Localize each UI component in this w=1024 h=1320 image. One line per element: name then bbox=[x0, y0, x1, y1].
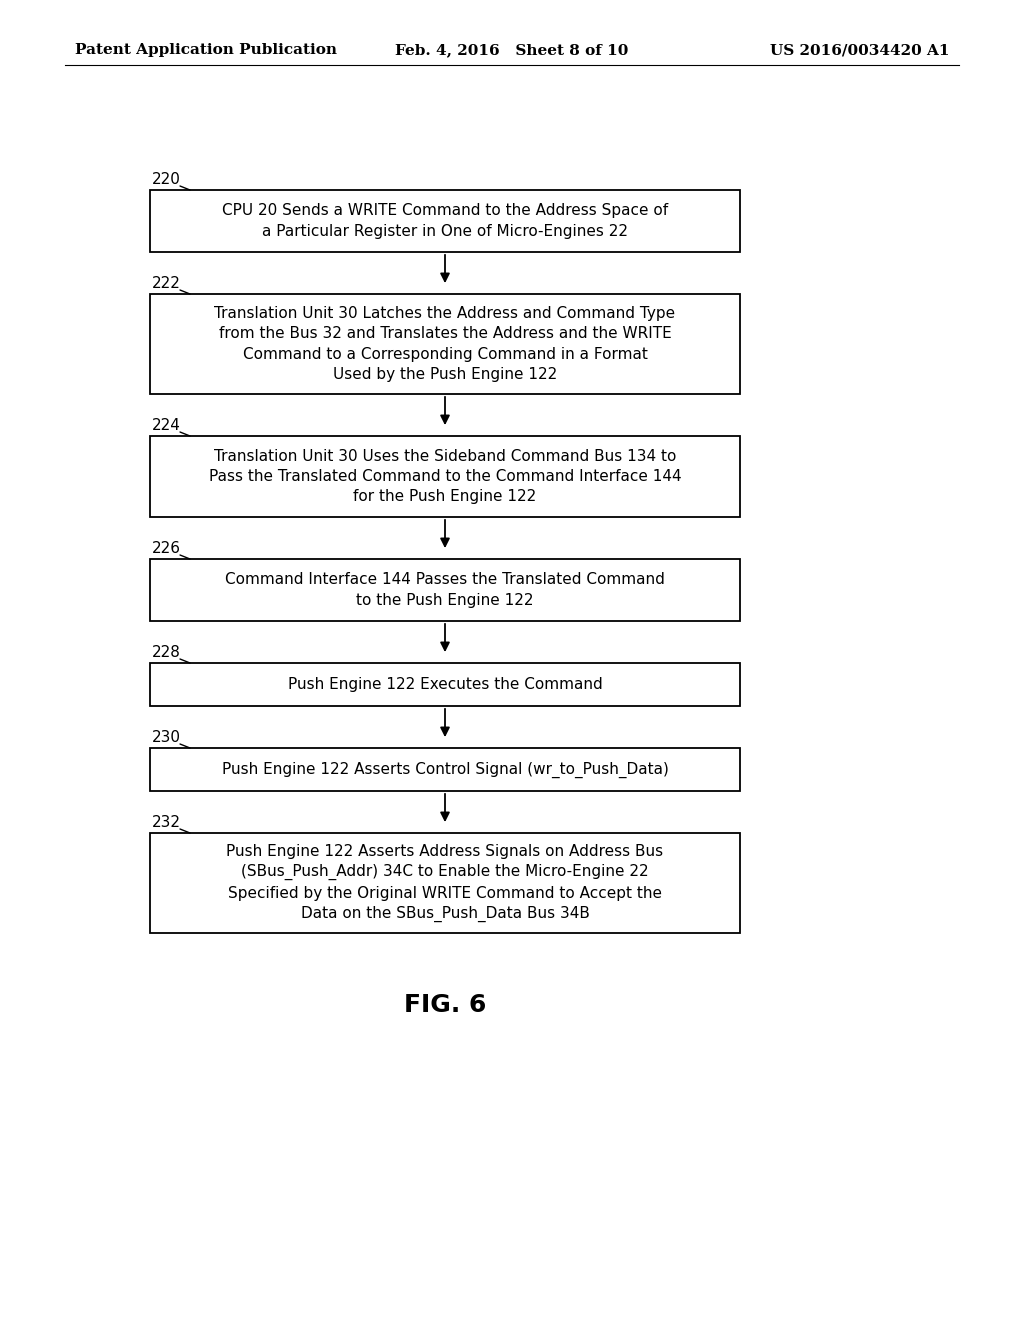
Bar bbox=[150, 748, 740, 791]
Text: Push Engine 122 Executes the Command: Push Engine 122 Executes the Command bbox=[288, 677, 602, 692]
Bar bbox=[150, 436, 740, 517]
Text: 228: 228 bbox=[152, 645, 181, 660]
Text: Feb. 4, 2016   Sheet 8 of 10: Feb. 4, 2016 Sheet 8 of 10 bbox=[395, 44, 629, 57]
Text: 220: 220 bbox=[152, 172, 181, 187]
Text: Translation Unit 30 Latches the Address and Command Type
from the Bus 32 and Tra: Translation Unit 30 Latches the Address … bbox=[214, 306, 676, 381]
Text: Translation Unit 30 Uses the Sideband Command Bus 134 to
Pass the Translated Com: Translation Unit 30 Uses the Sideband Co… bbox=[209, 449, 681, 504]
Bar bbox=[150, 190, 740, 252]
Text: 222: 222 bbox=[152, 276, 181, 290]
Text: Patent Application Publication: Patent Application Publication bbox=[75, 44, 337, 57]
Text: 226: 226 bbox=[152, 541, 181, 556]
Text: Push Engine 122 Asserts Address Signals on Address Bus
(SBus_Push_Addr) 34C to E: Push Engine 122 Asserts Address Signals … bbox=[226, 843, 664, 923]
Bar bbox=[150, 558, 740, 620]
Text: 224: 224 bbox=[152, 418, 181, 433]
Text: 230: 230 bbox=[152, 730, 181, 744]
Bar bbox=[150, 833, 740, 933]
Text: CPU 20 Sends a WRITE Command to the Address Space of
a Particular Register in On: CPU 20 Sends a WRITE Command to the Addr… bbox=[222, 203, 668, 239]
Text: US 2016/0034420 A1: US 2016/0034420 A1 bbox=[769, 44, 949, 57]
Text: FIG. 6: FIG. 6 bbox=[403, 993, 486, 1016]
Text: 232: 232 bbox=[152, 814, 181, 830]
Text: Command Interface 144 Passes the Translated Command
to the Push Engine 122: Command Interface 144 Passes the Transla… bbox=[225, 573, 665, 607]
Text: Push Engine 122 Asserts Control Signal (wr_to_Push_Data): Push Engine 122 Asserts Control Signal (… bbox=[221, 762, 669, 777]
Bar bbox=[150, 294, 740, 393]
Bar bbox=[150, 663, 740, 706]
